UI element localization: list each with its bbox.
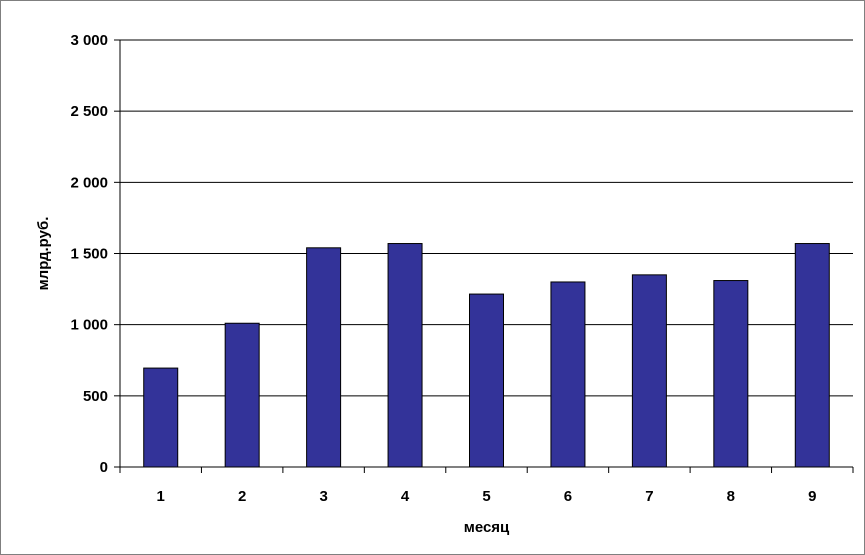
- x-tick-label: 5: [482, 488, 490, 505]
- x-tick-label: 6: [564, 488, 572, 505]
- bar-9: [794, 243, 830, 468]
- bar-7: [631, 274, 667, 468]
- bar-3: [306, 247, 342, 468]
- x-tick-label: 9: [808, 488, 816, 505]
- tick-labels: 0 500 1 000 1 500 2 000 2 500 3 000 1 2 3 4 5 6 7 8 9: [70, 32, 816, 505]
- bar-8: [713, 280, 749, 468]
- y-tick-label: 2 000: [70, 174, 108, 191]
- x-tick-label: 8: [727, 488, 735, 505]
- y-axis-title: млрд.руб.: [35, 217, 52, 291]
- y-tick-label: 1 000: [70, 317, 108, 334]
- bar-5: [469, 293, 504, 468]
- axes: [114, 39, 854, 473]
- bar-1: [143, 367, 179, 468]
- x-tick-label: 4: [401, 488, 410, 505]
- bar-6: [550, 281, 586, 468]
- y-tick-label: 500: [83, 388, 108, 405]
- y-tick-label: 2 500: [70, 103, 108, 120]
- x-tick-label: 1: [157, 488, 165, 505]
- bar-2: [224, 322, 260, 468]
- y-tick-label: 1 500: [70, 246, 108, 263]
- y-tick-label: 3 000: [70, 32, 108, 49]
- x-tick-label: 3: [319, 488, 327, 505]
- bars: [143, 243, 830, 468]
- y-tick-label: 0: [100, 459, 108, 476]
- x-axis-title: месяц: [464, 519, 510, 536]
- x-tick-label: 2: [238, 488, 246, 505]
- bar-4: [387, 243, 423, 468]
- x-tick-label: 7: [645, 488, 653, 505]
